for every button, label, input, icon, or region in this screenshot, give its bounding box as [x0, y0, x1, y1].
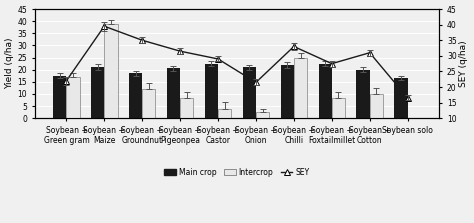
Bar [319, 64, 332, 118]
Bar [66, 77, 80, 118]
Y-axis label: Yield (q/ha): Yield (q/ha) [6, 38, 15, 89]
Bar [91, 67, 104, 118]
Bar [243, 67, 256, 118]
Bar [205, 64, 218, 118]
Bar [281, 65, 294, 118]
Legend: Main crop, Intercrop, SEY: Main crop, Intercrop, SEY [161, 165, 313, 180]
Bar [104, 24, 118, 118]
Bar [53, 76, 66, 118]
Bar [129, 73, 142, 118]
Bar [180, 98, 193, 118]
Bar [142, 89, 155, 118]
Bar [394, 78, 408, 118]
Bar [256, 112, 269, 118]
Bar [218, 109, 231, 118]
Bar [332, 98, 345, 118]
Bar [356, 70, 370, 118]
Bar [370, 94, 383, 118]
Bar [167, 68, 180, 118]
Y-axis label: SEY (q/ha): SEY (q/ha) [459, 40, 468, 87]
Bar [294, 58, 307, 118]
